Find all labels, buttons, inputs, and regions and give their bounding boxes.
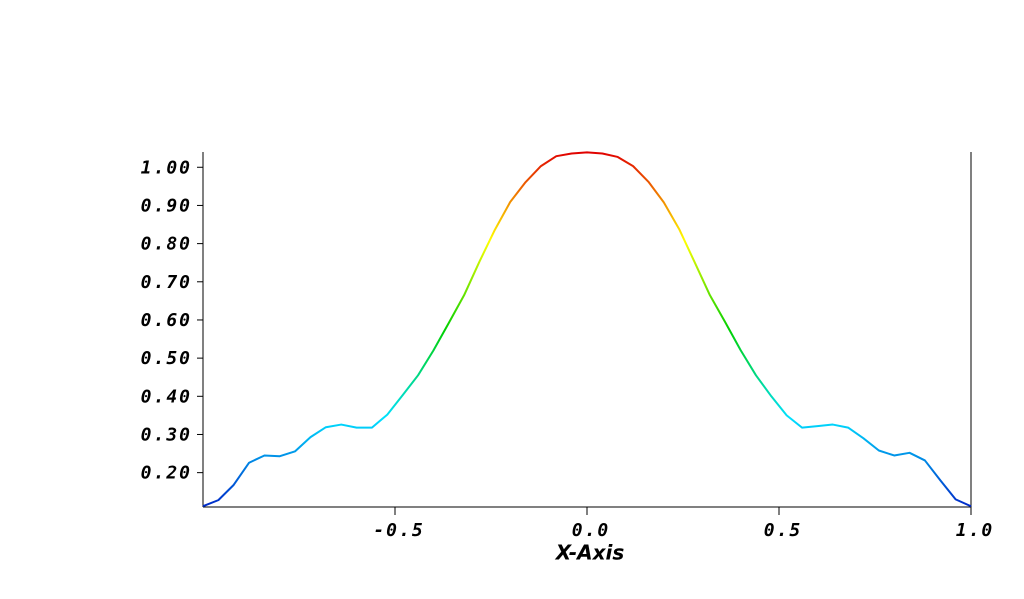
- y-tick-label: 0.30: [141, 424, 192, 445]
- y-tick-label: 1.00: [141, 157, 192, 178]
- y-tick-label: 0.80: [141, 234, 192, 255]
- y-tick-label: 0.60: [141, 310, 192, 331]
- x-tick-label: -0.5: [373, 520, 424, 541]
- y-tick-label: 0.50: [141, 348, 192, 369]
- x-tick-label: 1.0: [956, 520, 995, 541]
- x-tick-label: 0.0: [572, 520, 611, 541]
- x-axis-label: X-Axis: [554, 541, 625, 565]
- data-line: [202, 151, 972, 508]
- y-tick-label: 0.90: [141, 195, 192, 216]
- x-tick-label: 0.5: [764, 520, 803, 541]
- y-tick-label: 0.40: [141, 386, 192, 407]
- y-tick-label: 0.70: [141, 272, 192, 293]
- y-tick-label: 0.20: [141, 463, 192, 484]
